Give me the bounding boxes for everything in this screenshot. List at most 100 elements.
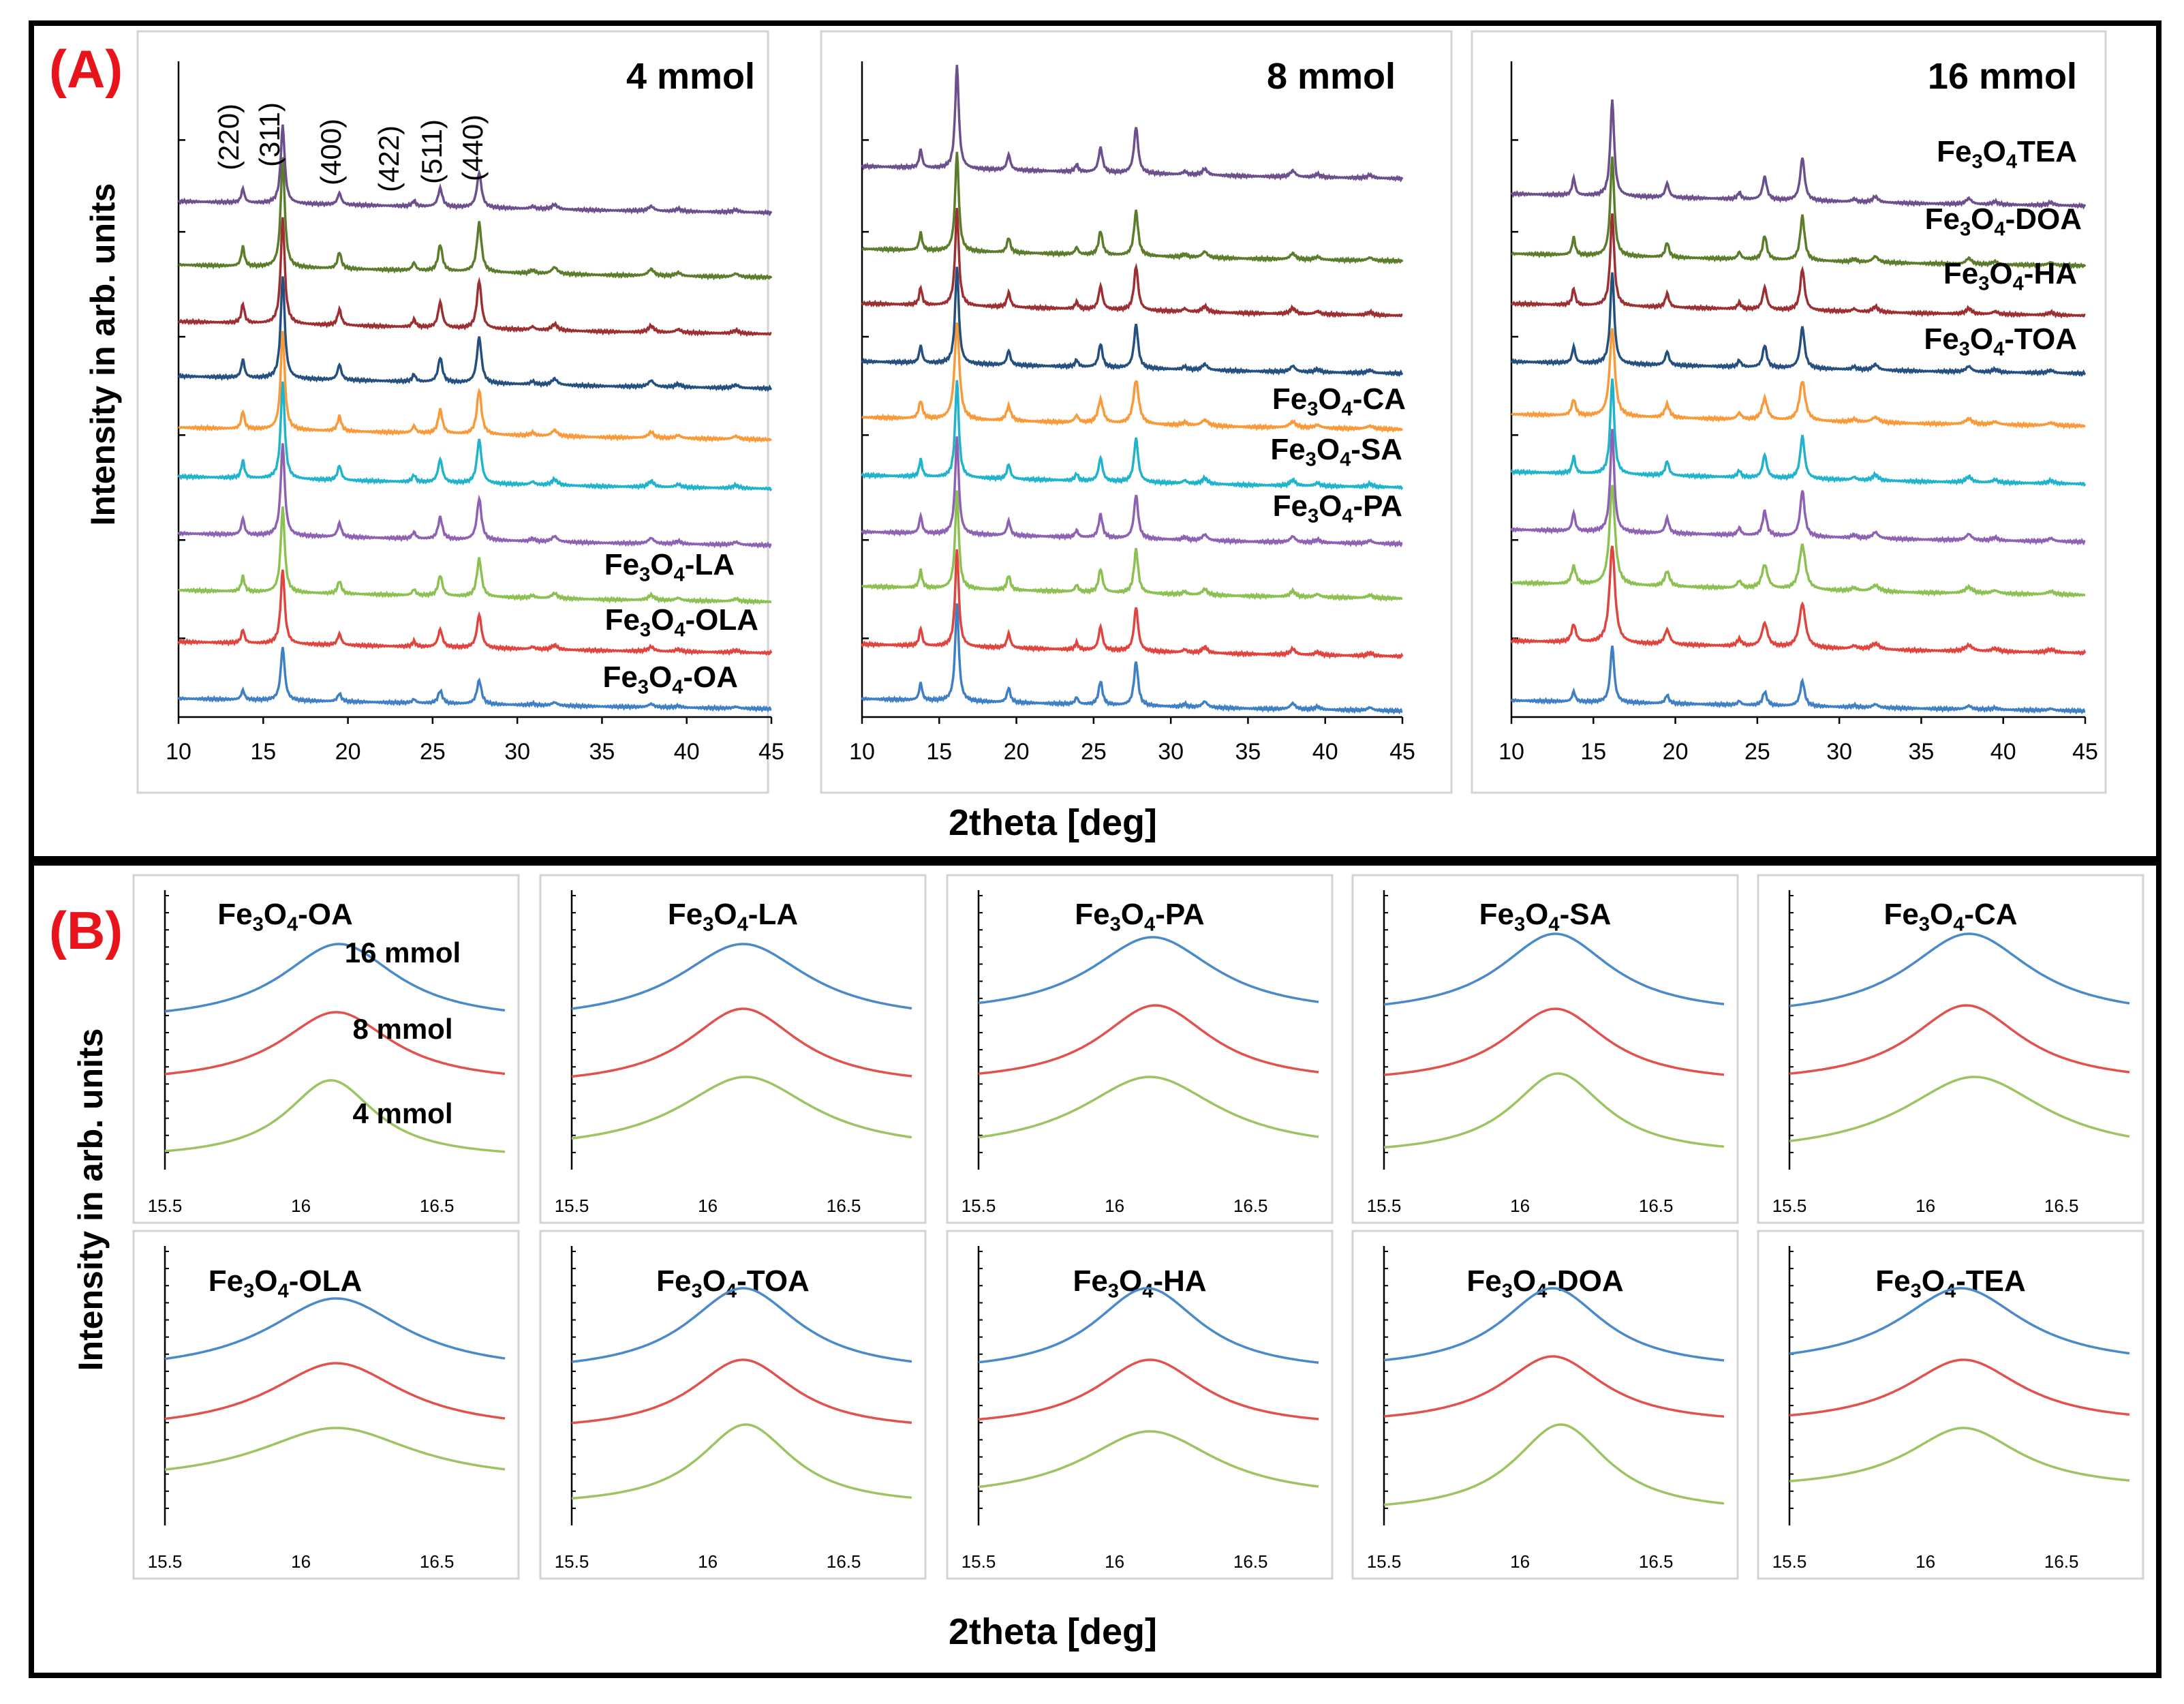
x-tick-label: 35 — [1909, 739, 1935, 765]
x-tick-label: 20 — [1004, 739, 1030, 765]
series-line-fe3o4-la — [861, 490, 1403, 603]
x-tick-label: 15.5 — [555, 1551, 589, 1572]
peak-curve — [978, 1004, 1319, 1075]
peak-curve — [164, 1297, 506, 1360]
subplot-border — [132, 874, 520, 1224]
series-line-fe3o4-ca — [178, 331, 772, 444]
miller-index-label: (220) — [213, 104, 245, 170]
x-tick-label: 16.5 — [1233, 1196, 1268, 1216]
peak-curve — [1383, 932, 1725, 1006]
x-tick-label: 10 — [1498, 739, 1524, 765]
zoom-panel-title: Fe3O4-HA — [1073, 1264, 1206, 1303]
x-tick-label: 16 — [1105, 1196, 1124, 1216]
peak-curve — [164, 1011, 506, 1076]
x-tick-label: 16 — [1105, 1551, 1124, 1572]
series-label: Fe3O4-DOA — [1925, 202, 2082, 241]
miller-index-label: (511) — [416, 119, 448, 184]
miller-index-label: (440) — [457, 115, 489, 181]
series-label: Fe3O4-TOA — [1924, 322, 2077, 361]
peak-curve — [1789, 932, 2130, 1007]
peak-curve — [978, 1358, 1319, 1421]
peak-curve — [1789, 1427, 2130, 1482]
x-tick-label: 15.5 — [1772, 1551, 1807, 1572]
x-tick-label: 16 — [291, 1551, 311, 1572]
subplot-border — [132, 1230, 520, 1580]
x-tick-label: 20 — [335, 739, 361, 765]
x-tick-label: 16.5 — [2044, 1551, 2079, 1572]
panel-b-frame — [29, 860, 2162, 1678]
series-label: Fe3O4TEA — [1937, 135, 2077, 173]
series-line-fe3o4-ca — [1511, 328, 2086, 430]
x-tick-label: 45 — [1389, 739, 1415, 765]
peak-curve — [164, 1079, 506, 1153]
peak-curve — [164, 1427, 506, 1471]
x-tick-label: 15.5 — [148, 1551, 183, 1572]
panel-a-frame — [29, 20, 2162, 862]
zoom-panel-title: Fe3O4-SA — [1479, 898, 1612, 936]
series-label: Fe3O4-OLA — [605, 603, 758, 641]
x-tick-label: 20 — [1663, 739, 1689, 765]
miller-index-label: (400) — [315, 119, 347, 185]
x-tick-label: 16.5 — [827, 1196, 861, 1216]
subplot-border — [539, 874, 927, 1224]
x-tick-label: 10 — [166, 739, 191, 765]
series-line-fe3o4-oa — [861, 603, 1403, 715]
peak-curve — [571, 1423, 912, 1500]
x-tick-label: 16.5 — [1639, 1196, 1674, 1216]
x-tick-label: 16 — [1916, 1551, 1935, 1572]
panel-b-xlabel: 2theta [deg] — [949, 1611, 1157, 1652]
miller-index-label: (422) — [373, 125, 405, 192]
peak-curve — [571, 943, 912, 1010]
zoom-panel: 15.5 16 16.5 Fe3O4-OLA — [132, 1230, 520, 1580]
zoom-panel: 15.5 16 16.5 Fe3O4-PA — [946, 874, 1334, 1224]
peak-curve — [978, 1430, 1319, 1489]
x-tick-label: 30 — [1158, 739, 1184, 765]
x-tick-label: 45 — [758, 739, 784, 765]
subplot-border — [1351, 874, 1739, 1224]
x-tick-label: 40 — [1990, 739, 2016, 765]
peak-curve — [978, 1287, 1319, 1364]
zoom-panel-title: Fe3O4-TEA — [1875, 1264, 2026, 1303]
concentration-label: 16 mmol — [345, 937, 461, 969]
series-line-fe3o4-tea — [177, 124, 773, 217]
peak-curve — [1789, 1076, 2130, 1142]
peak-curve — [164, 1362, 506, 1420]
concentration-label: 4 mmol — [352, 1097, 452, 1129]
series-line-fe3o4-doa — [861, 151, 1404, 265]
series-line-fe3o4-toa — [177, 276, 773, 393]
peak-curve — [1383, 1355, 1725, 1418]
x-tick-label: 16 — [291, 1196, 311, 1216]
zoom-panel: 15.5 16 16.5 Fe3O4-TEA — [1757, 1230, 2144, 1580]
chart-8mmol: 10 15 20 25 30 35 40 45 8 mmol Fe3O4-PA Fe3O4-SA Fe… — [820, 30, 1453, 794]
peak-curve — [1383, 1072, 1725, 1149]
peak-curve — [571, 1287, 912, 1363]
concentration-label: 8 mmol — [352, 1013, 452, 1045]
zoom-panel-title: Fe3O4-CA — [1883, 898, 2017, 936]
x-tick-label: 15.5 — [1772, 1196, 1807, 1216]
peak-curve — [164, 943, 506, 1013]
series-line-fe3o4-tea — [1510, 99, 2087, 210]
x-tick-label: 16.5 — [420, 1196, 455, 1216]
x-tick-label: 25 — [1744, 739, 1770, 765]
panel-a-ylabel: Intensity in arb. units — [84, 183, 122, 526]
x-tick-label: 30 — [1826, 739, 1852, 765]
peak-curve — [571, 1358, 912, 1425]
panel-b-label: (B) — [49, 900, 123, 960]
series-line-fe3o4-oa — [177, 647, 772, 713]
x-tick-label: 25 — [420, 739, 446, 765]
series-line-fe3o4-doa — [1511, 156, 2087, 270]
x-tick-label: 16 — [1510, 1196, 1530, 1216]
x-tick-label: 15.5 — [555, 1196, 589, 1216]
zoom-panel-title: Fe3O4-OLA — [209, 1264, 362, 1303]
panel-a-label: (A) — [49, 39, 123, 99]
chart-title: 16 mmol — [1928, 56, 2077, 97]
peak-curve — [1383, 1007, 1725, 1076]
series-label: Fe3O4-LA — [604, 548, 735, 586]
x-tick-label: 16 — [698, 1196, 718, 1216]
x-tick-label: 16.5 — [827, 1551, 861, 1572]
x-tick-label: 15 — [1580, 739, 1606, 765]
x-tick-label: 15.5 — [962, 1196, 996, 1216]
